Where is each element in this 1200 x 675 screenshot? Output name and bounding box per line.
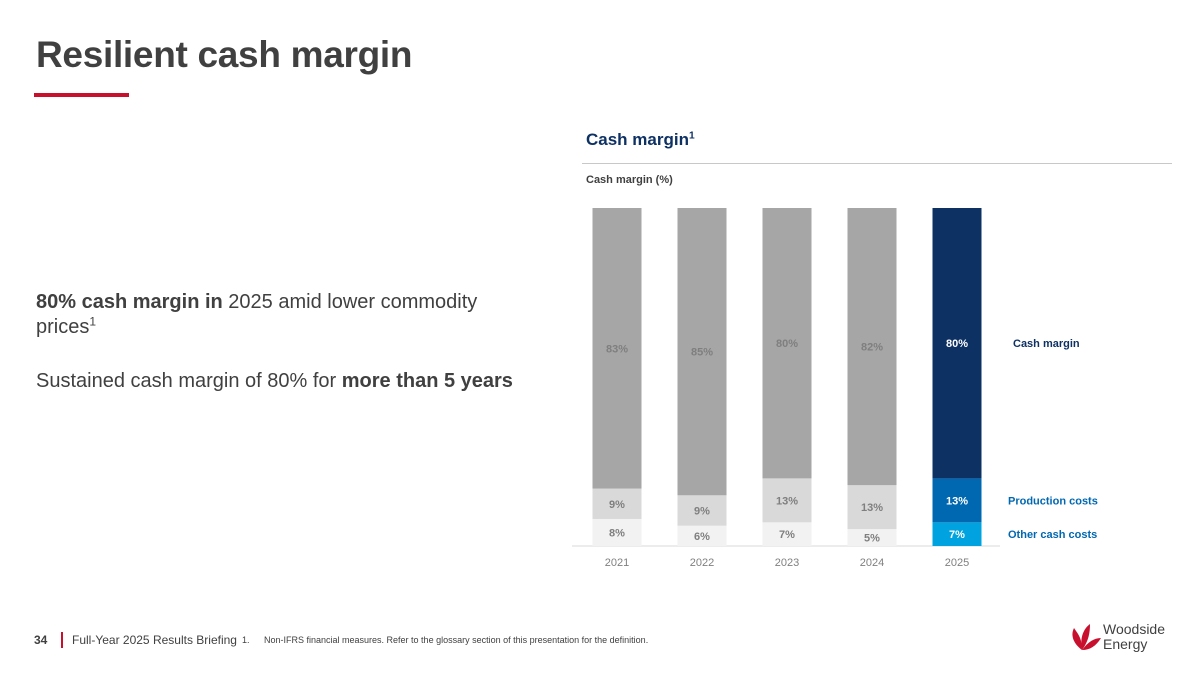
title-underline (34, 93, 129, 97)
bar-other-cash-costs-2025 (932, 522, 982, 546)
data-label-cash-margin-2022: 85% (691, 347, 713, 359)
bullet-1-bold: 80% cash margin in (36, 291, 223, 313)
logo-line-2: Energy (1103, 636, 1148, 652)
bar-production-costs-2025 (932, 478, 982, 523)
data-label-production-costs-2025: 13% (946, 495, 968, 507)
bullet-sustained-margin: Sustained cash margin of 80% for more th… (36, 369, 536, 394)
legend-production-costs: Production costs (1008, 495, 1098, 507)
x-tick-label-2025: 2025 (945, 557, 969, 569)
bar-cash-margin-2024 (847, 208, 897, 486)
bar-other-cash-costs-2022 (677, 525, 727, 546)
footer-title: Full-Year 2025 Results Briefing (72, 633, 237, 647)
data-label-production-costs-2021: 9% (609, 499, 625, 511)
footnote-number: 1. (242, 635, 250, 645)
bar-cash-margin-2022 (677, 208, 727, 496)
legend-other-cash-costs: Other cash costs (1008, 529, 1097, 541)
data-label-other-cash-costs-2021: 8% (609, 527, 625, 539)
chart-title-footnote-ref: 1 (688, 130, 695, 142)
chart-title: Cash margin1 (586, 130, 695, 150)
logo-petal-3 (1082, 638, 1101, 650)
data-label-production-costs-2024: 13% (861, 502, 883, 514)
footnote: 1. Non-IFRS financial measures. Refer to … (242, 635, 648, 645)
bullet-1-footnote-ref: 1 (89, 314, 97, 329)
bar-other-cash-costs-2023 (762, 522, 812, 546)
bullet-2-text: Sustained cash margin of 80% for (36, 370, 342, 392)
bar-production-costs-2023 (762, 478, 812, 523)
legend-cash-margin: Cash margin (1013, 338, 1080, 350)
data-label-cash-margin-2024: 82% (861, 342, 883, 354)
footnote-text: Non-IFRS financial measures. Refer to th… (264, 635, 649, 645)
chart-y-label: Cash margin (%) (586, 174, 673, 186)
footer-divider (61, 632, 63, 648)
x-tick-label-2021: 2021 (605, 557, 629, 569)
data-label-cash-margin-2025: 80% (946, 338, 968, 350)
bar-cash-margin-2021 (592, 208, 642, 489)
data-label-other-cash-costs-2024: 5% (864, 533, 880, 545)
data-label-production-costs-2022: 9% (694, 506, 710, 518)
bar-production-costs-2024 (847, 485, 897, 530)
page-title: Resilient cash margin (36, 34, 413, 75)
data-label-other-cash-costs-2025: 7% (949, 529, 965, 541)
x-tick-label-2022: 2022 (690, 557, 714, 569)
woodside-logo-icon (1072, 624, 1101, 650)
x-tick-label-2024: 2024 (860, 557, 884, 569)
bullet-cash-margin-2025: 80% cash margin in 2025 amid lower commo… (36, 290, 536, 340)
bar-cash-margin-2025 (932, 208, 982, 479)
bar-other-cash-costs-2021 (592, 518, 642, 546)
bar-production-costs-2021 (592, 488, 642, 519)
bullet-1-text: 2025 amid lower commodity prices (36, 291, 478, 338)
data-label-other-cash-costs-2023: 7% (779, 529, 795, 541)
bar-cash-margin-2023 (762, 208, 812, 479)
chart-title-text: Cash margin (586, 130, 689, 149)
data-label-cash-margin-2021: 83% (606, 343, 628, 355)
bar-production-costs-2022 (677, 495, 727, 526)
data-label-production-costs-2023: 13% (776, 495, 798, 507)
data-label-cash-margin-2023: 80% (776, 338, 798, 350)
x-tick-label-2023: 2023 (775, 557, 799, 569)
page-number: 34 (34, 633, 48, 647)
chart-title-rule (582, 163, 1172, 164)
logo-wordmark: Woodside Energy (1103, 622, 1165, 652)
logo-line-1: Woodside (1103, 621, 1166, 637)
bar-other-cash-costs-2024 (847, 529, 897, 546)
logo-petal-2 (1081, 624, 1090, 650)
data-label-other-cash-costs-2022: 6% (694, 531, 710, 543)
logo-petal-1 (1072, 628, 1082, 650)
bullet-2-bold: more than 5 years (341, 370, 513, 392)
